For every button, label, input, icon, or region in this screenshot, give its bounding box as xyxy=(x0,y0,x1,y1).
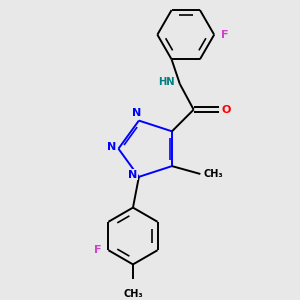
Text: O: O xyxy=(222,105,231,115)
Text: F: F xyxy=(94,245,101,255)
Text: CH₃: CH₃ xyxy=(123,289,143,299)
Text: N: N xyxy=(132,109,142,118)
Text: N: N xyxy=(107,142,116,152)
Text: N: N xyxy=(128,170,138,180)
Text: F: F xyxy=(221,30,229,40)
Text: HN: HN xyxy=(158,77,174,87)
Text: CH₃: CH₃ xyxy=(203,169,223,179)
